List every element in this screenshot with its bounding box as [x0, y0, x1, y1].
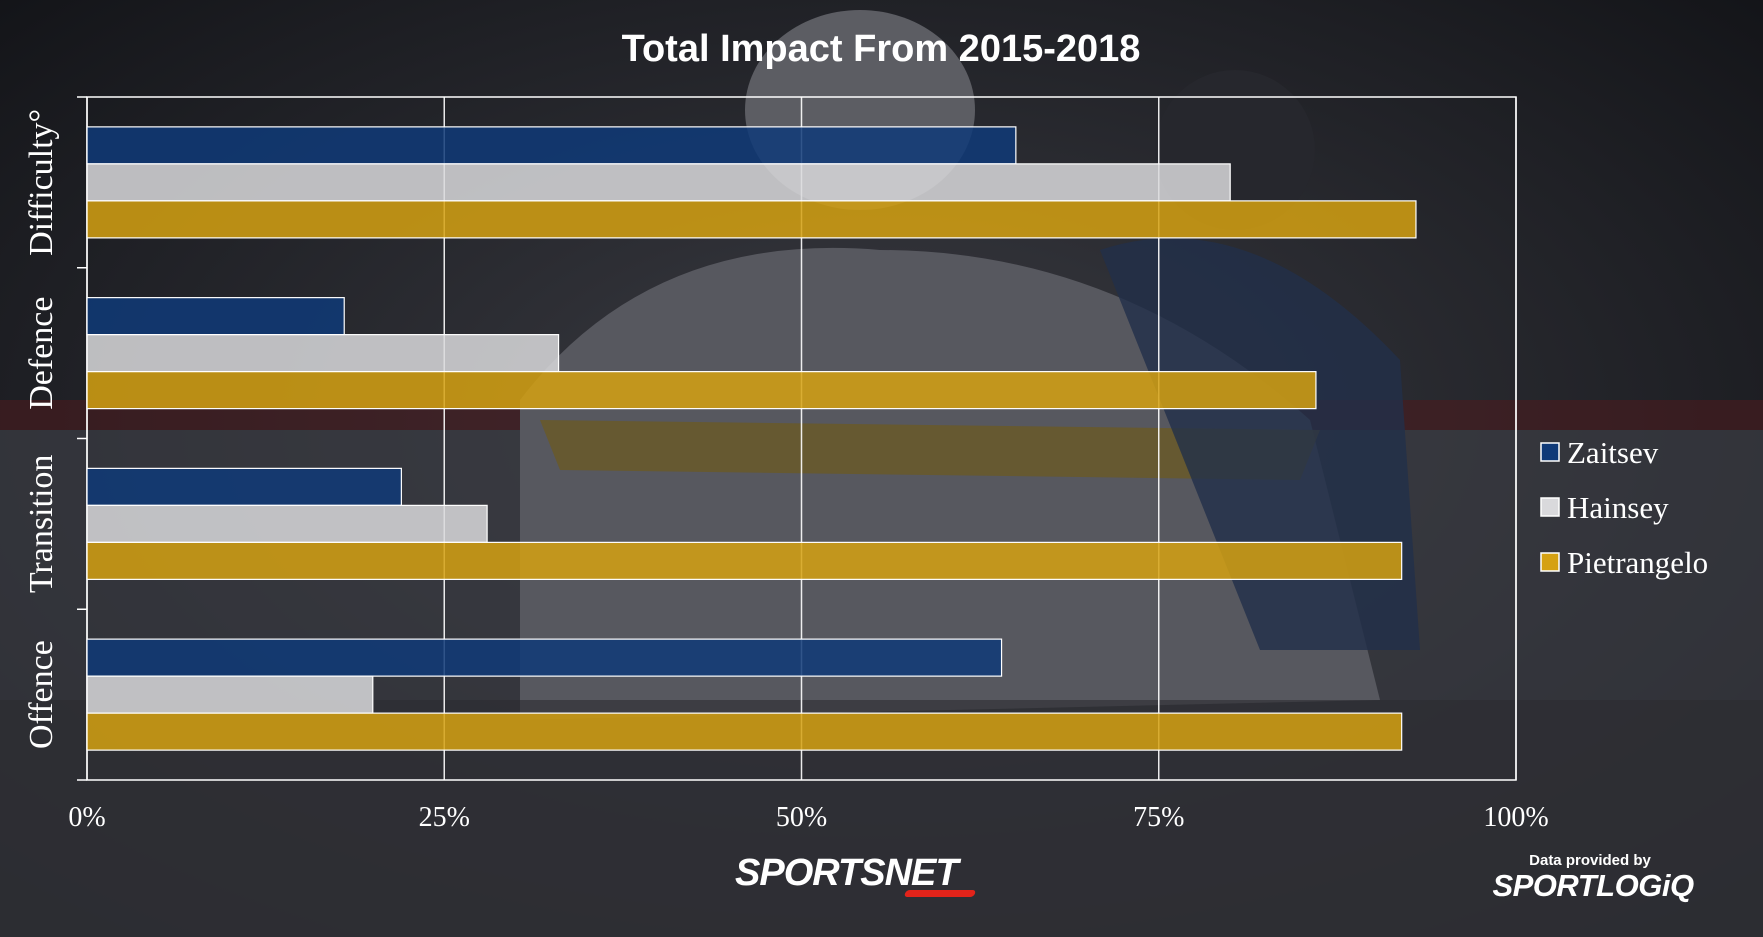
legend: Zaitsev Hainsey Pietrangelo — [1540, 435, 1708, 580]
legend-swatch-pietrangelo — [1540, 552, 1560, 572]
category-label: Transition — [23, 455, 60, 594]
chart-title: Total Impact From 2015-2018 — [622, 28, 1141, 70]
data-credit-text: Data provided by — [1529, 852, 1651, 869]
legend-label: Hainsey — [1567, 490, 1669, 525]
x-tick-label: 100% — [1483, 802, 1548, 833]
bar-pietrangelo — [86, 712, 1403, 751]
legend-label: Pietrangelo — [1567, 545, 1708, 580]
x-tick-label: 50% — [776, 802, 827, 833]
legend-swatch-hainsey — [1540, 497, 1560, 517]
bar-zaitsev — [86, 297, 345, 336]
bar-hainsey — [86, 334, 560, 373]
sportsnet-logo-swoosh — [903, 890, 977, 897]
category-label: Defence — [23, 297, 60, 410]
bar-hainsey — [86, 163, 1231, 202]
category-label: Difficulty° — [23, 109, 60, 256]
bar-pietrangelo — [86, 541, 1403, 580]
bar-hainsey — [86, 504, 488, 543]
bar-hainsey — [86, 675, 374, 714]
bar-zaitsev — [86, 126, 1017, 165]
bar-pietrangelo — [86, 371, 1317, 410]
x-tick-label: 0% — [68, 802, 105, 833]
bar-zaitsev — [86, 638, 1003, 677]
sportlogiq-logo: SPORTLOGiQ — [1492, 868, 1694, 903]
sportsnet-logo: SPORTSNET — [735, 852, 959, 894]
bar-pietrangelo — [86, 200, 1417, 239]
plot-area: 0% 25% 50% 75% 100% Difficulty° Defence Transit… — [23, 96, 1549, 833]
legend-swatch-zaitsev — [1540, 442, 1560, 462]
x-tick-label: 75% — [1133, 802, 1184, 833]
x-tick-label: 25% — [419, 802, 470, 833]
category-label: Offence — [23, 640, 60, 749]
bar-zaitsev — [86, 467, 402, 506]
legend-label: Zaitsev — [1567, 435, 1659, 470]
